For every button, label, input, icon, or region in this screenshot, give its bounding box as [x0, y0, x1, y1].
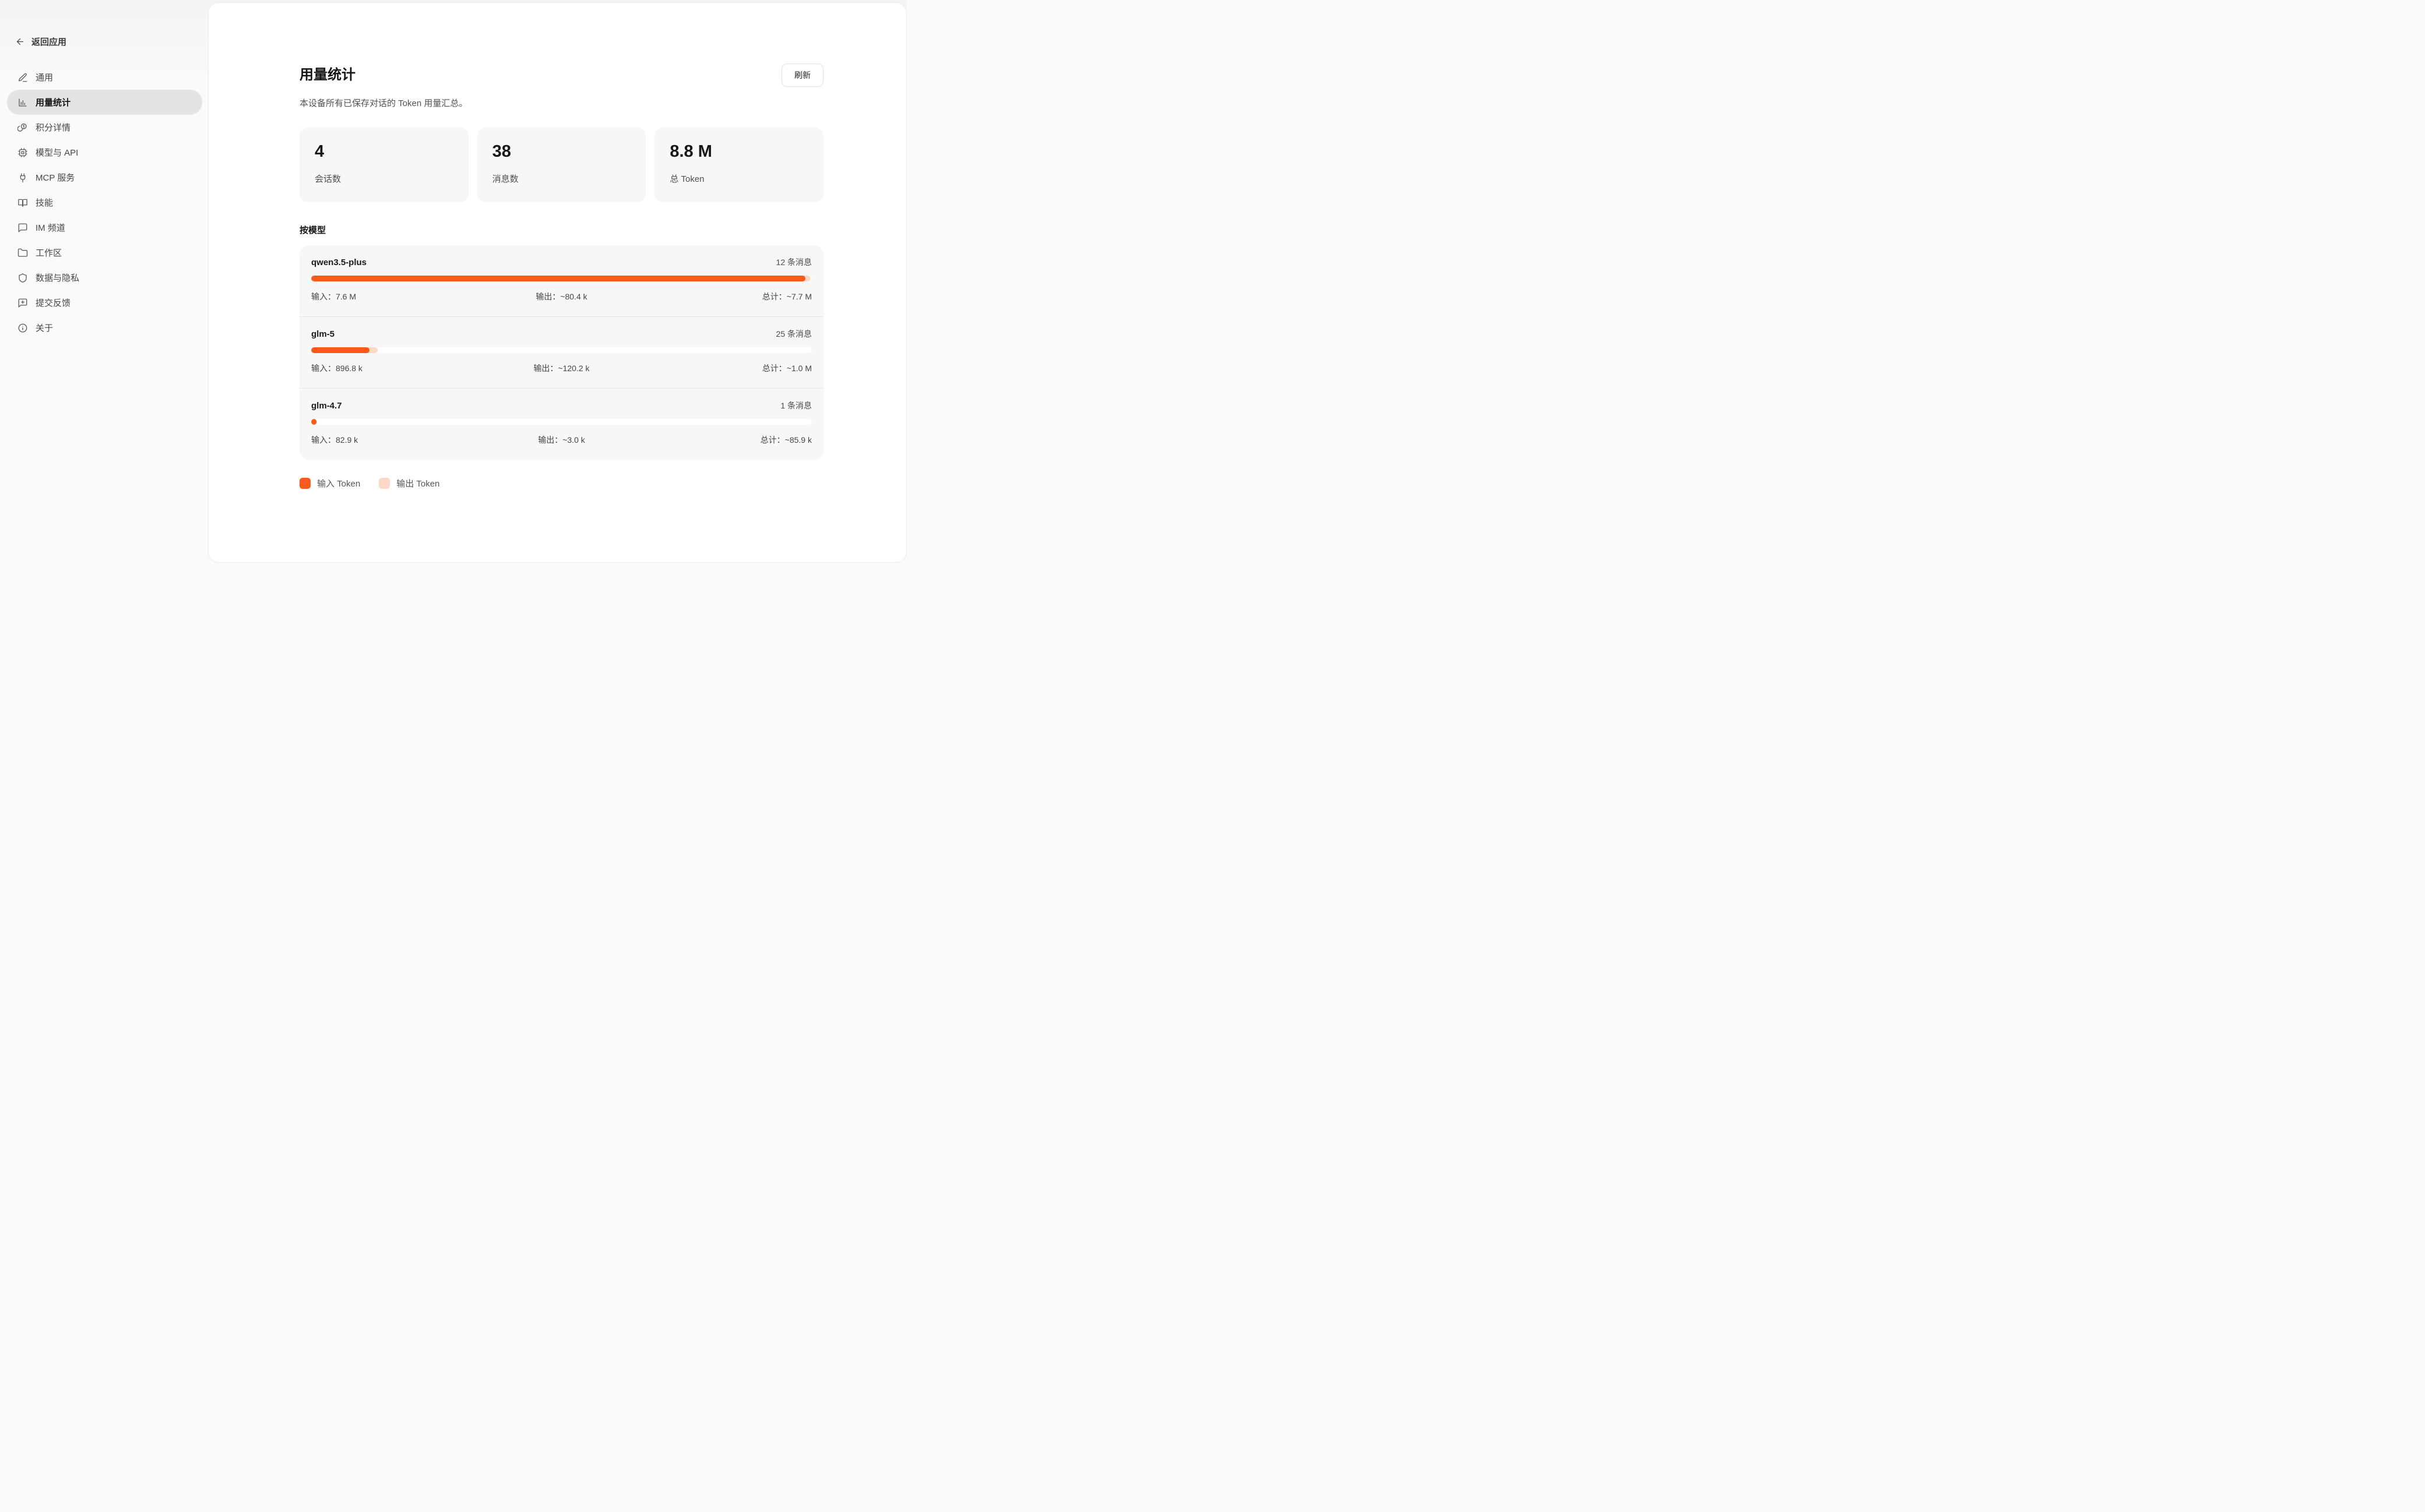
model-name: glm-5 [311, 329, 335, 339]
stat-card: 38 消息数 [477, 128, 646, 202]
sidebar-item-label: 通用 [36, 73, 54, 83]
legend: 输入 Token 输出 Token [300, 477, 823, 489]
sidebar-item-label: 关于 [36, 323, 54, 333]
input-total: 输入：7.6 M [311, 292, 357, 301]
grand-total: 总计：~1.0 M [762, 364, 812, 373]
input-total: 输入：82.9 k [311, 435, 358, 445]
model-head: glm-4.7 1 条消息 [311, 400, 812, 411]
grand-total: 总计：~85.9 k [760, 435, 812, 445]
sidebar-item-label: 工作区 [36, 248, 62, 258]
sidebar-item-label: 提交反馈 [36, 298, 71, 308]
stats-row: 4 会话数 38 消息数 8.8 M 总 Token [300, 128, 823, 202]
model-row: glm-5 25 条消息输入：896.8 k 输出：~120.2 k 总计：~1.0 … [300, 316, 823, 388]
page-subtitle: 本设备所有已保存对话的 Token 用量汇总。 [300, 98, 468, 108]
input-token-segment [311, 276, 805, 281]
sidebar-item-label: 积分详情 [36, 123, 71, 133]
model-head: qwen3.5-plus 12 条消息 [311, 256, 812, 268]
sidebar-item-10[interactable]: 关于 [7, 315, 202, 340]
sidebar-item-2[interactable]: 积分详情 [7, 115, 202, 140]
output-token-segment [367, 347, 378, 353]
settings-window: 返回应用 通用 用量统计 积分详情 模型与 API MCP 服务 技能 IM 频道 工作区 数据… [0, 0, 907, 565]
book-icon [17, 198, 28, 208]
legend-item: 输入 Token [300, 477, 360, 489]
pencil-icon [17, 72, 28, 83]
stat-label: 会话数 [315, 174, 342, 185]
stat-value: 38 [492, 142, 511, 161]
sidebar-item-label: 用量统计 [36, 98, 71, 108]
stat-card: 8.8 M 总 Token [654, 128, 823, 202]
sidebar-item-8[interactable]: 数据与隐私 [7, 265, 202, 290]
output-token-segment [802, 276, 811, 281]
stat-label: 总 Token [670, 174, 705, 185]
model-message-count: 12 条消息 [776, 258, 812, 267]
sidebar-item-label: 模型与 API [36, 148, 79, 158]
legend-swatch-input [300, 478, 311, 489]
chip-icon [17, 147, 28, 158]
sidebar-item-5[interactable]: 技能 [7, 190, 202, 215]
stat-value: 8.8 M [670, 142, 712, 161]
model-name: qwen3.5-plus [311, 257, 367, 267]
input-total: 输入：896.8 k [311, 364, 362, 373]
plug-icon [17, 172, 28, 183]
by-model-heading: 按模型 [300, 225, 326, 235]
back-button[interactable]: 返回应用 [7, 34, 202, 49]
refresh-button[interactable]: 刷新 [782, 64, 823, 87]
sidebar-item-1[interactable]: 用量统计 [7, 90, 202, 115]
model-name: glm-4.7 [311, 400, 342, 411]
model-stats: 输入：896.8 k 输出：~120.2 k 总计：~1.0 M [311, 362, 812, 374]
feedback-icon [17, 298, 28, 308]
model-row: glm-4.7 1 条消息输入：82.9 k 输出：~3.0 k 总计：~85.9 k [300, 388, 823, 460]
bar-chart-icon [17, 97, 28, 108]
legend-item: 输出 Token [379, 477, 439, 489]
sidebar-item-label: 技能 [36, 198, 54, 208]
input-token-segment [311, 347, 370, 353]
model-stats: 输入：82.9 k 输出：~3.0 k 总计：~85.9 k [311, 434, 812, 446]
back-label: 返回应用 [31, 37, 67, 47]
sidebar-item-label: MCP 服务 [36, 173, 75, 183]
legend-label: 输入 Token [317, 479, 361, 489]
stat-value: 4 [315, 142, 325, 161]
sidebar-item-7[interactable]: 工作区 [7, 240, 202, 265]
model-message-count: 25 条消息 [776, 329, 812, 339]
token-usage-bar [311, 276, 812, 281]
info-icon [17, 323, 28, 333]
sidebar: 返回应用 通用用量统计积分详情模型与 API MCP 服务 技能 IM 频道工作区数据… [0, 0, 208, 565]
sidebar-item-3[interactable]: 模型与 API [7, 140, 202, 165]
stat-card: 4 会话数 [300, 128, 469, 202]
page-title: 用量统计 [300, 67, 356, 83]
token-usage-bar [311, 347, 812, 353]
legend-swatch-output [379, 478, 390, 489]
sidebar-item-0[interactable]: 通用 [7, 65, 202, 90]
sidebar-item-label: 数据与隐私 [36, 273, 80, 283]
output-total: 输出：~80.4 k [536, 292, 587, 301]
sidebar-item-6[interactable]: IM 频道 [7, 215, 202, 240]
stat-label: 消息数 [492, 174, 519, 185]
model-stats: 输入：7.6 M 输出：~80.4 k 总计：~7.7 M [311, 291, 812, 302]
shield-icon [17, 273, 28, 283]
model-row: qwen3.5-plus 12 条消息输入：7.6 M 输出：~80.4 k 总计：~… [300, 245, 823, 316]
arrow-left-icon [15, 37, 25, 47]
model-head: glm-5 25 条消息 [311, 328, 812, 340]
sidebar-item-label: IM 频道 [36, 223, 65, 233]
page-header: 用量统计 刷新 [300, 64, 823, 87]
main-panel: 用量统计 刷新 本设备所有已保存对话的 Token 用量汇总。 4 会话数 38 消息… [208, 2, 907, 563]
input-token-segment [311, 419, 317, 425]
sidebar-nav: 通用用量统计积分详情模型与 API MCP 服务 技能 IM 频道工作区数据与隐私提交… [7, 65, 202, 340]
output-total: 输出：~120.2 k [533, 364, 590, 373]
output-total: 输出：~3.0 k [538, 435, 585, 445]
models-card: qwen3.5-plus 12 条消息输入：7.6 M 输出：~80.4 k 总计：~… [300, 245, 823, 460]
model-message-count: 1 条消息 [780, 401, 812, 410]
sidebar-item-9[interactable]: 提交反馈 [7, 290, 202, 315]
folder-icon [17, 248, 28, 258]
coins-icon [17, 122, 28, 133]
legend-label: 输出 Token [396, 479, 440, 489]
chat-icon [17, 223, 28, 233]
grand-total: 总计：~7.7 M [762, 292, 812, 301]
sidebar-item-4[interactable]: MCP 服务 [7, 165, 202, 190]
token-usage-bar [311, 419, 812, 425]
